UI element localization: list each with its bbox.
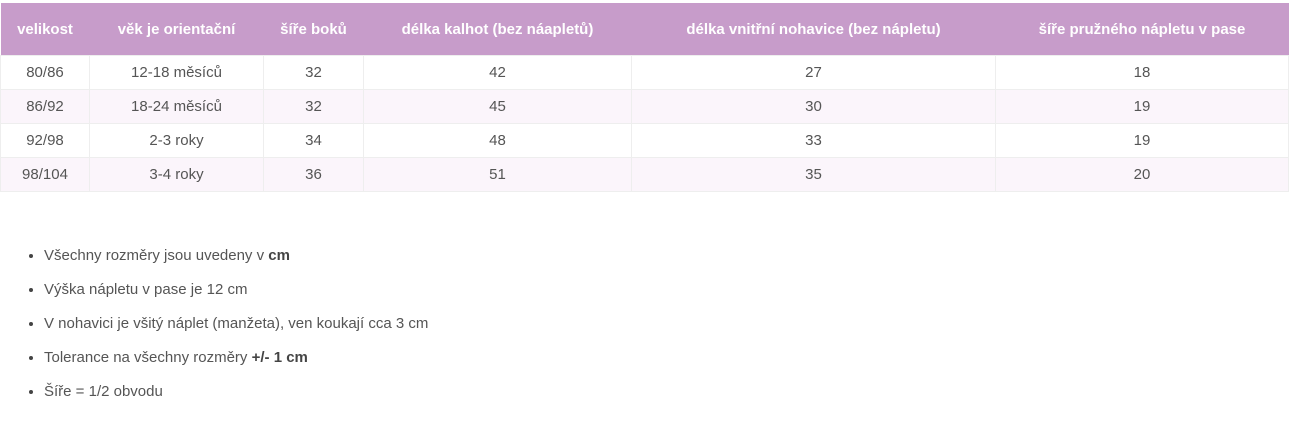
table-row: 98/104 3-4 roky 36 51 35 20 (0, 157, 1289, 192)
table-cell: 36 (263, 157, 364, 192)
table-cell: 48 (363, 123, 632, 158)
table-cell: 27 (631, 55, 996, 90)
table-cell: 32 (263, 55, 364, 90)
table-cell: 92/98 (0, 123, 90, 158)
table-row: 86/92 18-24 měsíců 32 45 30 19 (0, 89, 1289, 124)
table-cell: 18 (995, 55, 1289, 90)
table-cell: 3-4 roky (89, 157, 264, 192)
note-item: Tolerance na všechny rozměry +/- 1 cm (44, 345, 454, 370)
header-cell: šíře boků (263, 3, 364, 56)
note-item: Všechny rozměry jsou uvedeny v cm (44, 243, 454, 268)
table-cell: 34 (263, 123, 364, 158)
note-text: Tolerance na všechny rozměry (44, 349, 248, 366)
table-cell: 98/104 (0, 157, 90, 192)
header-cell: šíře pružného nápletu v pase (995, 3, 1289, 56)
table-cell: 12-18 měsíců (89, 55, 264, 90)
table-cell: 33 (631, 123, 996, 158)
table-row: 92/98 2-3 roky 34 48 33 19 (0, 123, 1289, 158)
note-bold: +/- 1 cm (251, 349, 308, 366)
size-table: velikost věk je orientační šíře boků délka … (0, 3, 1289, 192)
notes-list: Všechny rozměry jsou uvedeny v cm Výška n… (24, 243, 454, 413)
table-cell: 19 (995, 89, 1289, 124)
table-cell: 19 (995, 123, 1289, 158)
header-row: velikost věk je orientační šíře boků délka … (0, 3, 1289, 56)
table-row: 80/86 12-18 měsíců 32 42 27 18 (0, 55, 1289, 90)
table-cell: 51 (363, 157, 632, 192)
table-body: 80/86 12-18 měsíců 32 42 27 18 86/92 18-24 měsí… (0, 55, 1289, 192)
note-item: Šíře = 1/2 obvodu (44, 379, 454, 404)
table-cell: 80/86 (0, 55, 90, 90)
table-cell: 2-3 roky (89, 123, 264, 158)
note-item: Výška nápletu v pase je 12 cm (44, 277, 454, 302)
note-text: V nohavici je všitý náplet (manžeta), ve… (44, 315, 429, 332)
table-cell: 35 (631, 157, 996, 192)
table-cell: 20 (995, 157, 1289, 192)
header-cell: věk je orientační (89, 3, 264, 56)
table-cell: 18-24 měsíců (89, 89, 264, 124)
header-cell: velikost (0, 3, 90, 56)
table-cell: 86/92 (0, 89, 90, 124)
header-cell: délka kalhot (bez náapletů) (363, 3, 632, 56)
note-text: Šíře = 1/2 obvodu (44, 383, 163, 400)
table-cell: 45 (363, 89, 632, 124)
note-text: Všechny rozměry jsou uvedeny v (44, 247, 265, 264)
header-cell: délka vnitřní nohavice (bez nápletu) (631, 3, 996, 56)
note-text: Výška nápletu v pase je 12 cm (44, 281, 248, 298)
table-cell: 30 (631, 89, 996, 124)
table-cell: 32 (263, 89, 364, 124)
note-bold: cm (268, 247, 290, 264)
table-cell: 42 (363, 55, 632, 90)
note-item: V nohavici je všitý náplet (manžeta), ve… (44, 311, 454, 336)
